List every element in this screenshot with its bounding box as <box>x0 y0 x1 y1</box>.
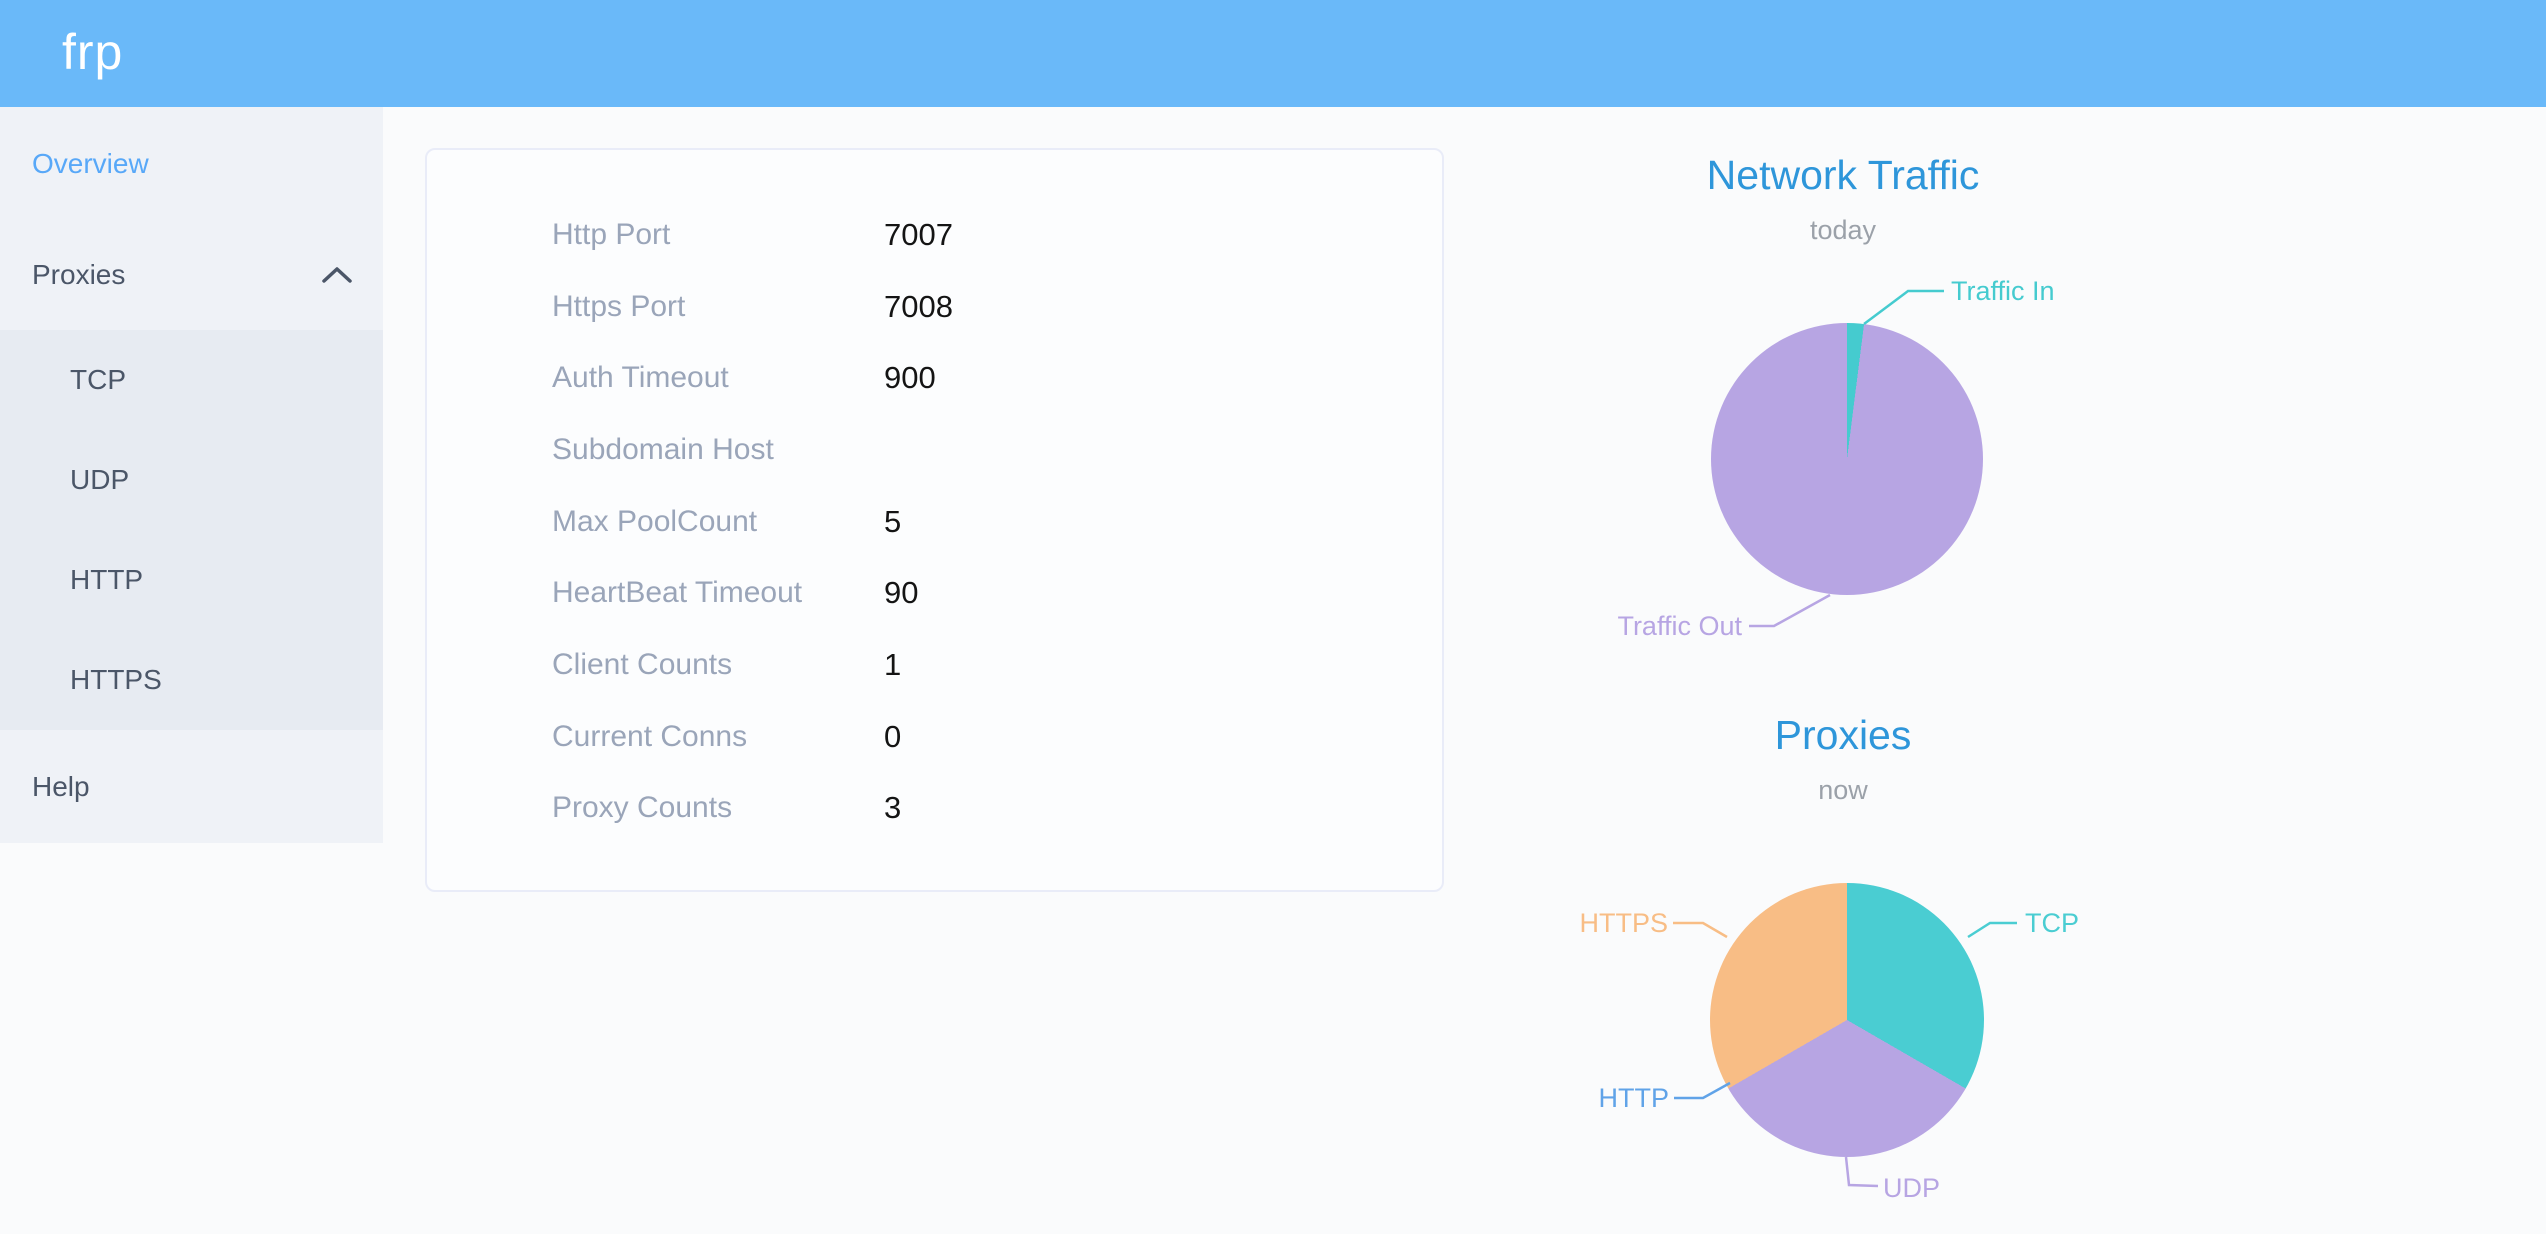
slice-label-udp: UDP <box>1883 1173 1941 1203</box>
slice-label-tcp: TCP <box>2025 908 2079 938</box>
chevron-up-icon <box>322 267 352 283</box>
sidebar-item-label: TCP <box>70 364 126 395</box>
row-value: 3 <box>884 790 902 826</box>
sidebar-item-label: HTTPS <box>70 664 162 695</box>
table-row: Client Counts 1 <box>552 629 1382 701</box>
table-row: Https Port 7008 <box>552 271 1382 343</box>
sidebar-item-label: Overview <box>32 147 149 179</box>
row-value: 7008 <box>884 288 953 324</box>
chart-subtitle: now <box>1818 775 1868 805</box>
server-info-rows: Http Port 7007 Https Port 7008 Auth Time… <box>552 199 1382 844</box>
slice-label-http: HTTP <box>1598 1083 1670 1113</box>
chart-title: Proxies <box>1774 712 1912 758</box>
network-traffic-chart: Network Traffic today Traffic In Traffic… <box>1560 130 2126 680</box>
table-row: Auth Timeout 900 <box>552 342 1382 414</box>
row-label: Proxy Counts <box>552 791 733 825</box>
table-row: Subdomain Host <box>552 414 1382 486</box>
table-row: Http Port 7007 <box>552 199 1382 271</box>
sidebar: Overview Proxies TCP UDP HTTP HTTPS Help <box>0 107 383 843</box>
sidebar-item-https[interactable]: HTTPS <box>0 630 383 730</box>
sidebar-item-help[interactable]: Help <box>0 730 383 843</box>
row-label: Auth Timeout <box>552 361 729 395</box>
app-header: frp <box>0 0 2546 107</box>
sidebar-item-overview[interactable]: Overview <box>0 107 383 220</box>
sidebar-item-label: Help <box>32 770 90 802</box>
row-value: 7007 <box>884 216 953 252</box>
slice-label-traffic-in: Traffic In <box>1951 276 2055 306</box>
slice-label-traffic-out: Traffic Out <box>1617 611 1742 641</box>
row-label: Client Counts <box>552 647 733 681</box>
chart-subtitle: today <box>1809 215 1877 245</box>
proxies-pie[interactable] <box>1710 883 1984 1157</box>
row-label: Current Conns <box>552 719 748 753</box>
network-traffic-pie[interactable] <box>1711 323 1983 595</box>
row-value: 5 <box>884 503 902 539</box>
table-row: HeartBeat Timeout 90 <box>552 557 1382 629</box>
proxies-submenu: TCP UDP HTTP HTTPS <box>0 330 383 730</box>
row-value: 900 <box>884 360 936 396</box>
row-value: 0 <box>884 718 902 754</box>
row-label: Https Port <box>552 289 686 323</box>
sidebar-item-label: HTTP <box>70 564 144 595</box>
sidebar-item-tcp[interactable]: TCP <box>0 330 383 430</box>
row-value: 90 <box>884 575 919 611</box>
table-row: Max PoolCount 5 <box>552 486 1382 558</box>
sidebar-item-label: Proxies <box>32 259 126 290</box>
row-value: 1 <box>884 646 902 682</box>
server-info-card: Http Port 7007 Https Port 7008 Auth Time… <box>425 148 1444 892</box>
slice-label-https: HTTPS <box>1579 908 1668 938</box>
row-label: Subdomain Host <box>552 432 774 466</box>
row-label: Http Port <box>552 217 671 251</box>
app-logo: frp <box>62 24 124 80</box>
sidebar-item-http[interactable]: HTTP <box>0 530 383 630</box>
row-label: HeartBeat Timeout <box>552 576 803 610</box>
table-row: Current Conns 0 <box>552 701 1382 773</box>
sidebar-item-proxies[interactable]: Proxies <box>0 220 383 330</box>
chart-title: Network Traffic <box>1706 152 1980 198</box>
row-label: Max PoolCount <box>552 504 758 538</box>
proxies-chart: Proxies now TCP HTTPS HTTP UDP <box>1560 690 2126 1234</box>
sidebar-item-label: UDP <box>70 464 130 495</box>
sidebar-item-udp[interactable]: UDP <box>0 430 383 530</box>
table-row: Proxy Counts 3 <box>552 773 1382 845</box>
